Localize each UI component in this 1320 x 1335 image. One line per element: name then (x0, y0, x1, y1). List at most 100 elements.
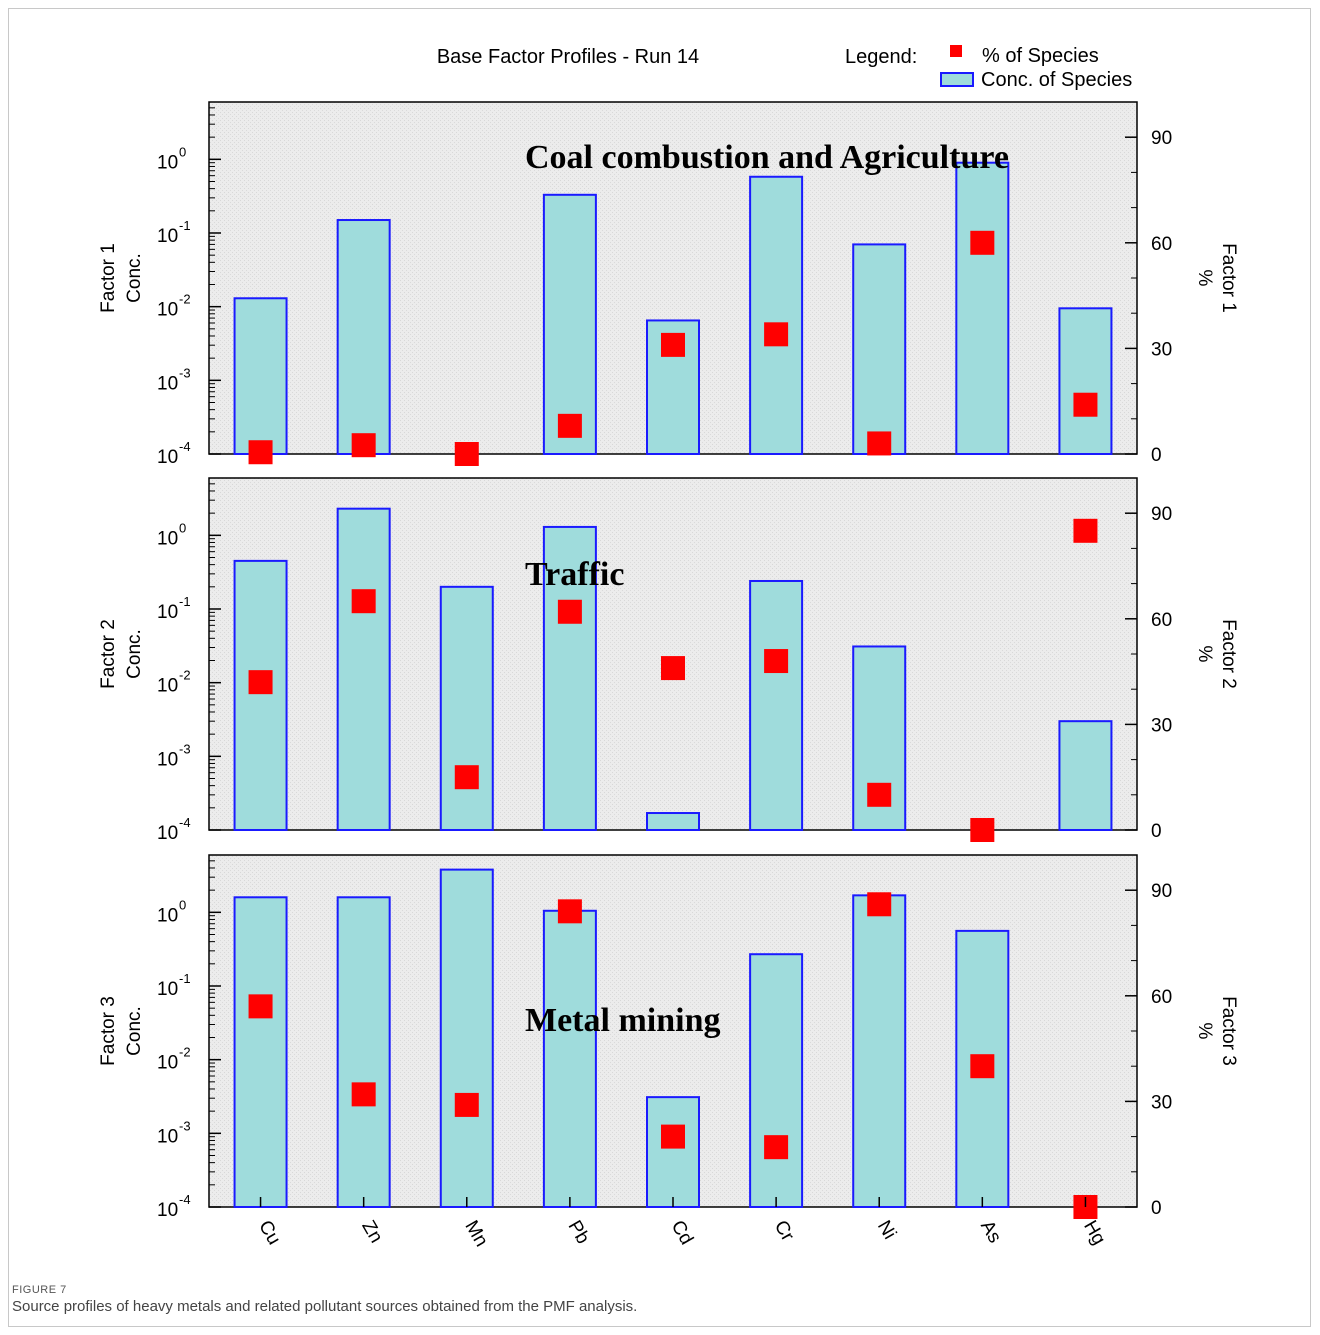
conc-bar-cd (646, 812, 700, 831)
figure-frame (8, 8, 1311, 1327)
legend-entry-percent: % of Species (982, 45, 1099, 67)
right-axis-label-factor: Factor 2 (1218, 619, 1239, 689)
percent-marker-pb (557, 899, 582, 924)
conc-bar-mn (439, 868, 494, 1208)
left-tick-label: 10 (157, 905, 178, 926)
percent-marker-mn (454, 1092, 479, 1117)
conc-bar-ni (852, 894, 907, 1208)
left-tick-label: 10 (157, 373, 178, 394)
left-axis-label-conc: Conc. (124, 253, 145, 303)
percent-marker-mn (454, 765, 479, 790)
percent-marker-cr (764, 1135, 789, 1160)
left-axis-label-factor: Factor 1 (98, 243, 119, 313)
left-tick-label: 10 (157, 447, 178, 468)
left-axis-label-conc: Conc. (124, 1006, 145, 1056)
conc-bar-cd (646, 1096, 700, 1209)
left-tick-exponent: -1 (179, 594, 191, 609)
left-tick-exponent: -2 (179, 668, 191, 683)
conc-bar-mn (439, 585, 494, 832)
left-axis-label-factor: Factor 2 (98, 619, 119, 689)
left-tick-label: 10 (157, 823, 178, 844)
x-tick-label-zn: Zn (357, 1217, 386, 1247)
x-tick-label-pb: Pb (564, 1217, 594, 1248)
percent-marker-cd (661, 1124, 685, 1149)
left-tick-label: 10 (157, 979, 178, 1000)
right-tick-label: 0 (1151, 1198, 1162, 1219)
percent-marker-pb (557, 413, 582, 438)
left-tick-exponent: -3 (179, 365, 191, 380)
conc-bar-cr (749, 953, 804, 1208)
right-tick-label: 90 (1151, 128, 1172, 149)
right-tick-label: 60 (1151, 610, 1172, 631)
right-tick-label: 90 (1151, 881, 1172, 902)
left-tick-exponent: -1 (179, 218, 191, 233)
conc-bar-cr (749, 579, 804, 832)
left-tick-exponent: -4 (179, 439, 191, 454)
legend-label: Legend: (845, 46, 917, 68)
percent-marker-ni (867, 782, 892, 807)
right-axis-label-percent: % (1194, 646, 1215, 663)
conc-bar-pb (542, 525, 597, 832)
percent-marker-cd (661, 656, 685, 681)
conc-bar-as (955, 161, 1010, 455)
percent-marker-zn (351, 589, 376, 614)
percent-marker-pb (557, 599, 582, 624)
left-tick-label: 10 (157, 300, 178, 321)
left-tick-exponent: -4 (179, 815, 191, 830)
x-tick-label-cr: Cr (770, 1217, 799, 1245)
right-axis-label-factor: Factor 1 (1218, 243, 1239, 313)
conc-bar-hg (1058, 720, 1113, 831)
percent-marker-cd (661, 332, 685, 357)
percent-marker-cr (764, 649, 789, 674)
chart-title: Base Factor Profiles - Run 14 (437, 46, 699, 68)
conc-bar-ni (852, 243, 907, 455)
left-tick-exponent: 0 (179, 144, 186, 159)
source-annotation: Coal combustion and Agriculture (525, 139, 1009, 176)
x-tick-label-as: As (976, 1217, 1005, 1247)
left-tick-label: 10 (157, 152, 178, 173)
left-tick-label: 10 (157, 749, 178, 770)
right-tick-label: 30 (1151, 715, 1172, 736)
x-tick-label-cd: Cd (667, 1217, 697, 1249)
right-tick-label: 0 (1151, 445, 1162, 466)
left-tick-label: 10 (157, 1126, 178, 1147)
left-tick-label: 10 (157, 226, 178, 247)
left-tick-label: 10 (157, 602, 178, 623)
figure-label: FIGURE 7 (12, 1284, 67, 1296)
left-tick-exponent: -2 (179, 1045, 191, 1060)
left-tick-exponent: -2 (179, 292, 191, 307)
left-tick-label: 10 (157, 1200, 178, 1221)
conc-bar-cr (749, 175, 804, 455)
conc-bar-cu (233, 297, 288, 455)
percent-marker-as (970, 1054, 995, 1079)
percent-marker-mn (454, 442, 479, 466)
left-tick-exponent: -4 (179, 1192, 191, 1207)
left-axis-label-conc: Conc. (124, 629, 145, 679)
conc-bar-zn (336, 219, 391, 455)
conc-bar-pb (542, 909, 597, 1208)
left-tick-label: 10 (157, 676, 178, 697)
x-tick-label-mn: Mn (460, 1217, 491, 1250)
pmf-factor-profiles-chart: Base Factor Profiles - Run 14 Legend: % … (98, 45, 1239, 1250)
percent-marker-cu (248, 994, 273, 1019)
right-axis-label-percent: % (1194, 270, 1215, 287)
conc-bar-zn (336, 507, 391, 831)
percent-marker-zn (351, 1082, 376, 1107)
legend-bar-swatch (940, 72, 974, 87)
left-tick-label: 10 (157, 1053, 178, 1074)
percent-marker-as (970, 230, 995, 255)
left-tick-exponent: 0 (179, 897, 186, 912)
right-tick-label: 60 (1151, 234, 1172, 255)
conc-bar-pb (542, 193, 597, 455)
percent-marker-cu (248, 440, 273, 465)
conc-bar-zn (336, 896, 391, 1208)
left-axis-label-factor: Factor 3 (98, 996, 119, 1066)
legend-entry-conc: Conc. of Species (981, 69, 1132, 91)
x-tick-label-cu: Cu (254, 1217, 284, 1249)
percent-marker-hg (1073, 392, 1098, 417)
conc-bar-hg (1058, 307, 1113, 455)
right-axis-label-percent: % (1194, 1023, 1215, 1040)
